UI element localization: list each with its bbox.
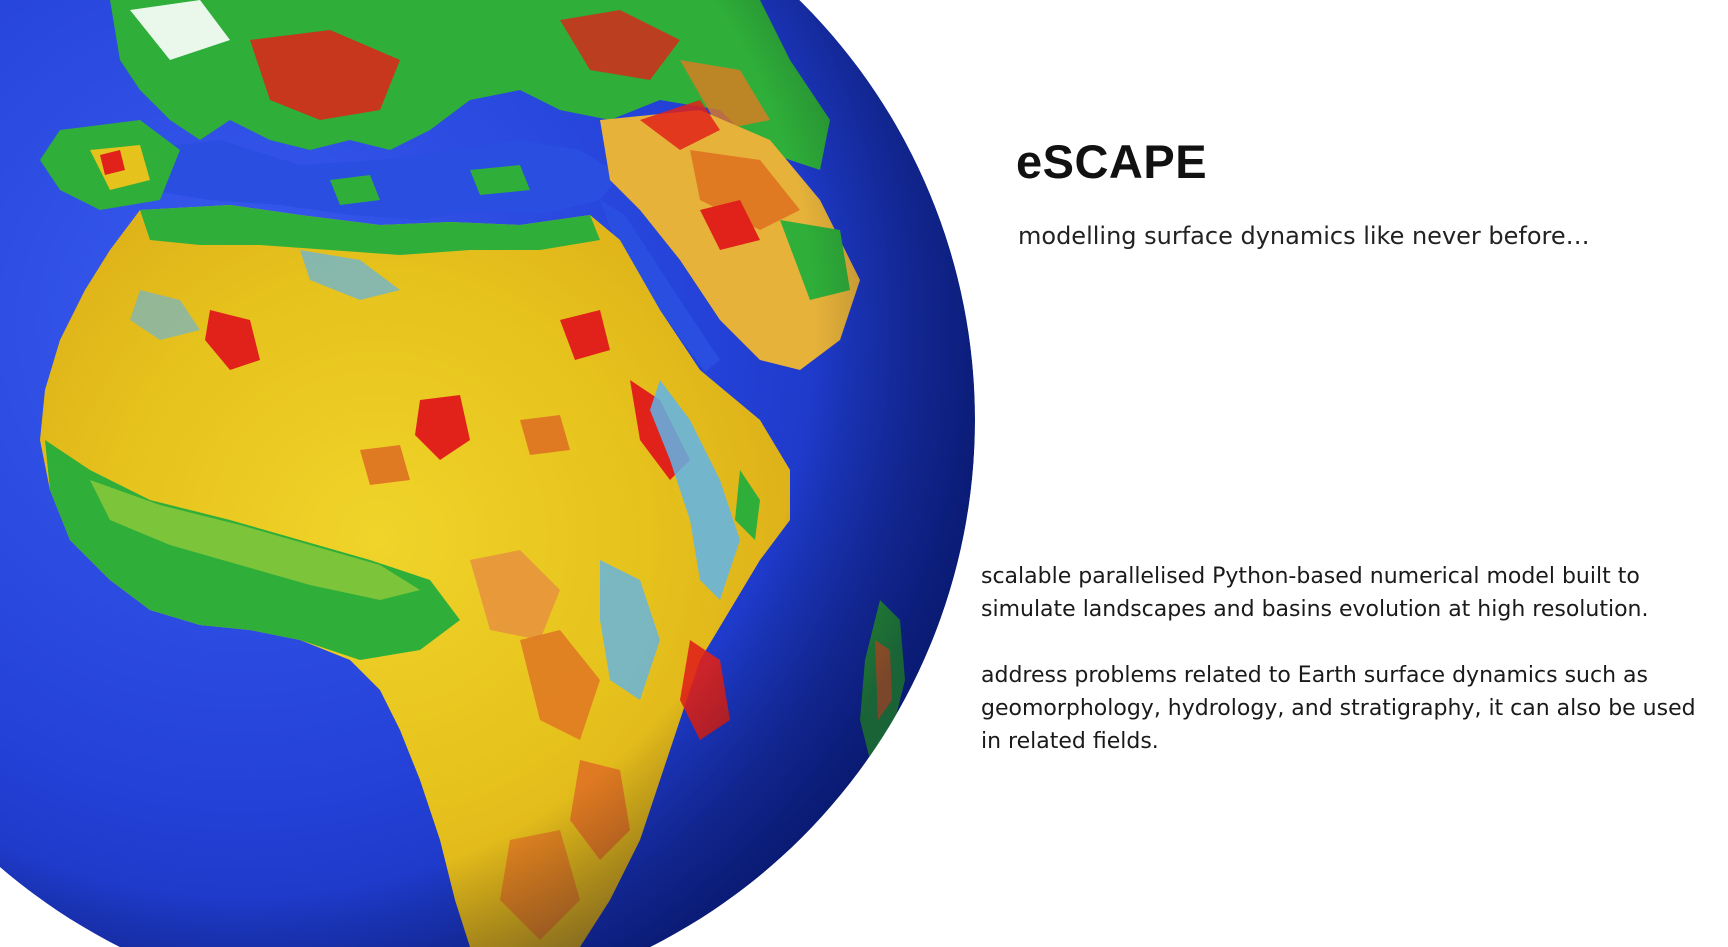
description-paragraph-2: address problems related to Earth surfac… (981, 663, 1696, 754)
description-paragraph-1: scalable parallelised Python-based numer… (981, 564, 1649, 622)
description-block: scalable parallelised Python-based numer… (981, 560, 1701, 791)
slide-title: eSCAPE (1016, 135, 1208, 188)
globe-image (0, 0, 975, 947)
slide-subtitle: modelling surface dynamics like never be… (1018, 222, 1590, 250)
globe-svg (0, 0, 975, 947)
